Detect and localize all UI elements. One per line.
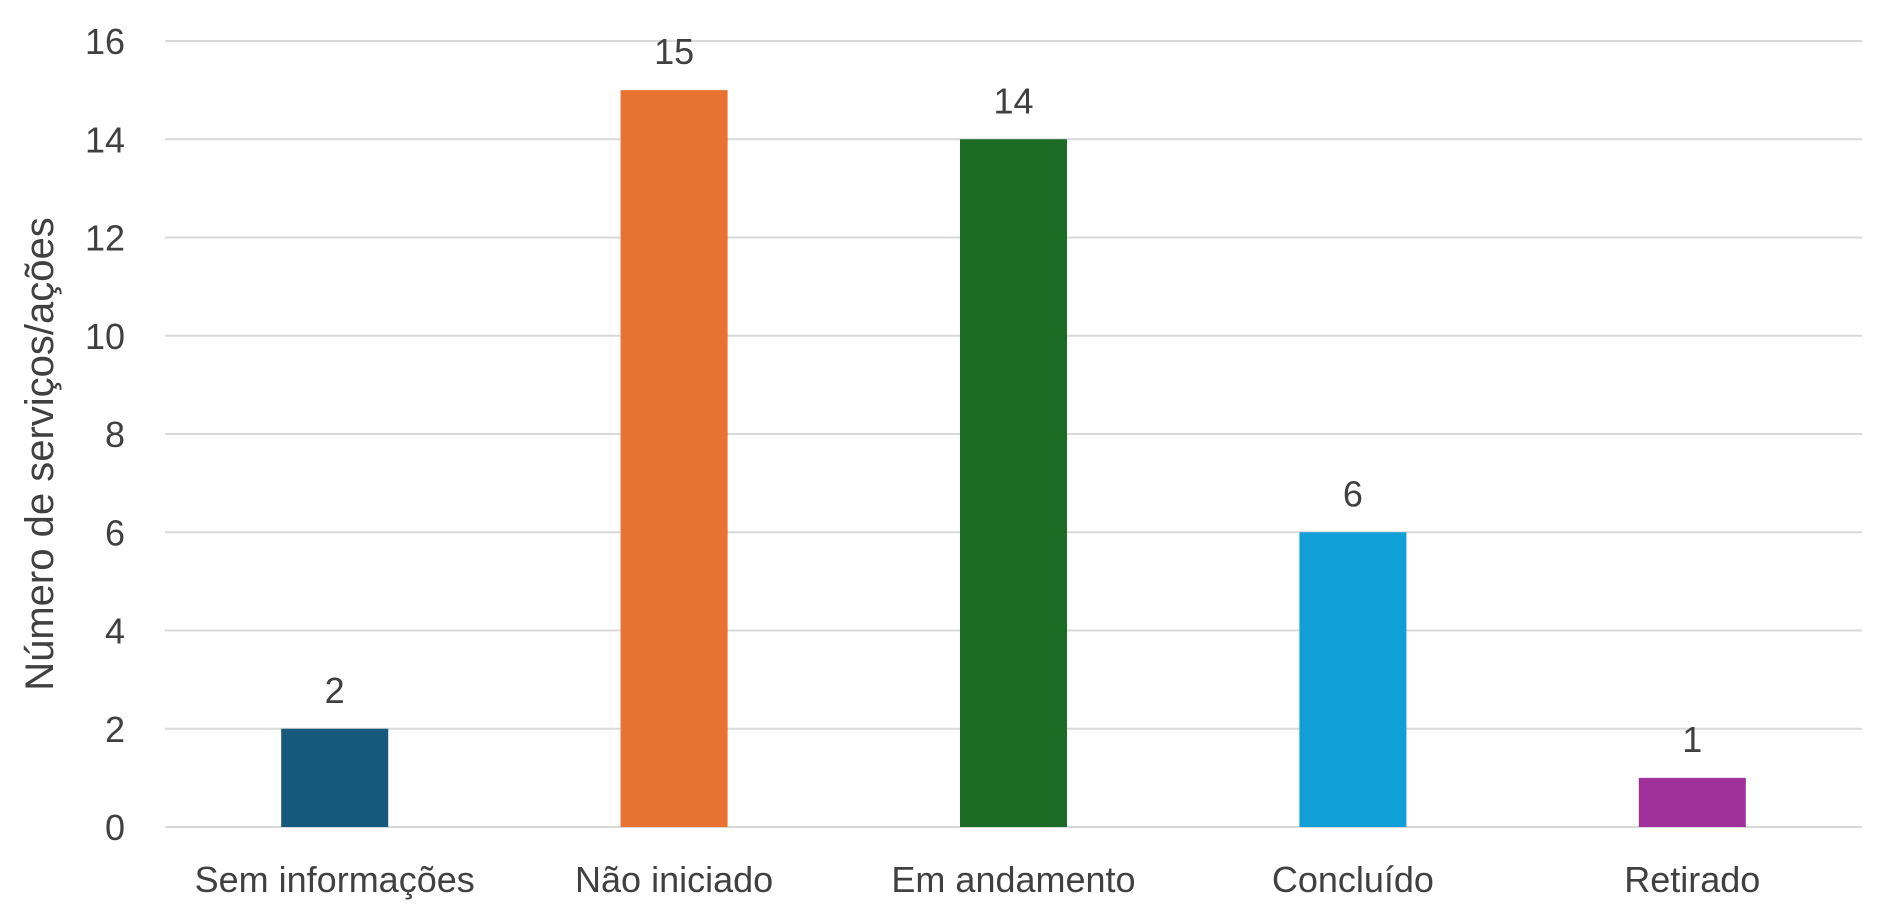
x-tick-label: Retirado [1624,859,1760,900]
y-tick-label: 16 [85,21,125,62]
data-label: 1 [1682,719,1702,760]
data-label: 6 [1343,473,1363,514]
y-tick-label: 2 [105,709,125,750]
data-labels: 2 15 14 6 1 [325,31,1703,760]
x-tick-label: Concluído [1272,859,1434,900]
bars [281,90,1746,827]
bar [620,90,728,827]
data-label: 14 [993,80,1033,121]
bar [1638,777,1746,827]
y-axis-title: Número de serviços/ações [18,217,62,691]
y-tick-label: 14 [85,119,125,160]
y-tick-label: 8 [105,414,125,455]
data-label: 2 [325,670,345,711]
data-label: 15 [654,31,694,72]
bar [960,139,1067,827]
x-axis-ticks: Sem informações Não iniciado Em andamento C… [195,859,1761,900]
bar [1299,532,1407,827]
y-axis-ticks: 0 2 4 6 8 10 12 14 16 [85,21,125,848]
y-tick-label: 6 [105,512,125,553]
x-tick-label: Em andamento [891,859,1135,900]
bar [281,728,389,827]
x-tick-label: Não iniciado [575,859,773,900]
y-tick-label: 12 [85,218,125,259]
y-tick-label: 0 [105,807,125,848]
y-tick-label: 10 [85,316,125,357]
x-tick-label: Sem informações [195,859,475,900]
y-tick-label: 4 [105,611,125,652]
